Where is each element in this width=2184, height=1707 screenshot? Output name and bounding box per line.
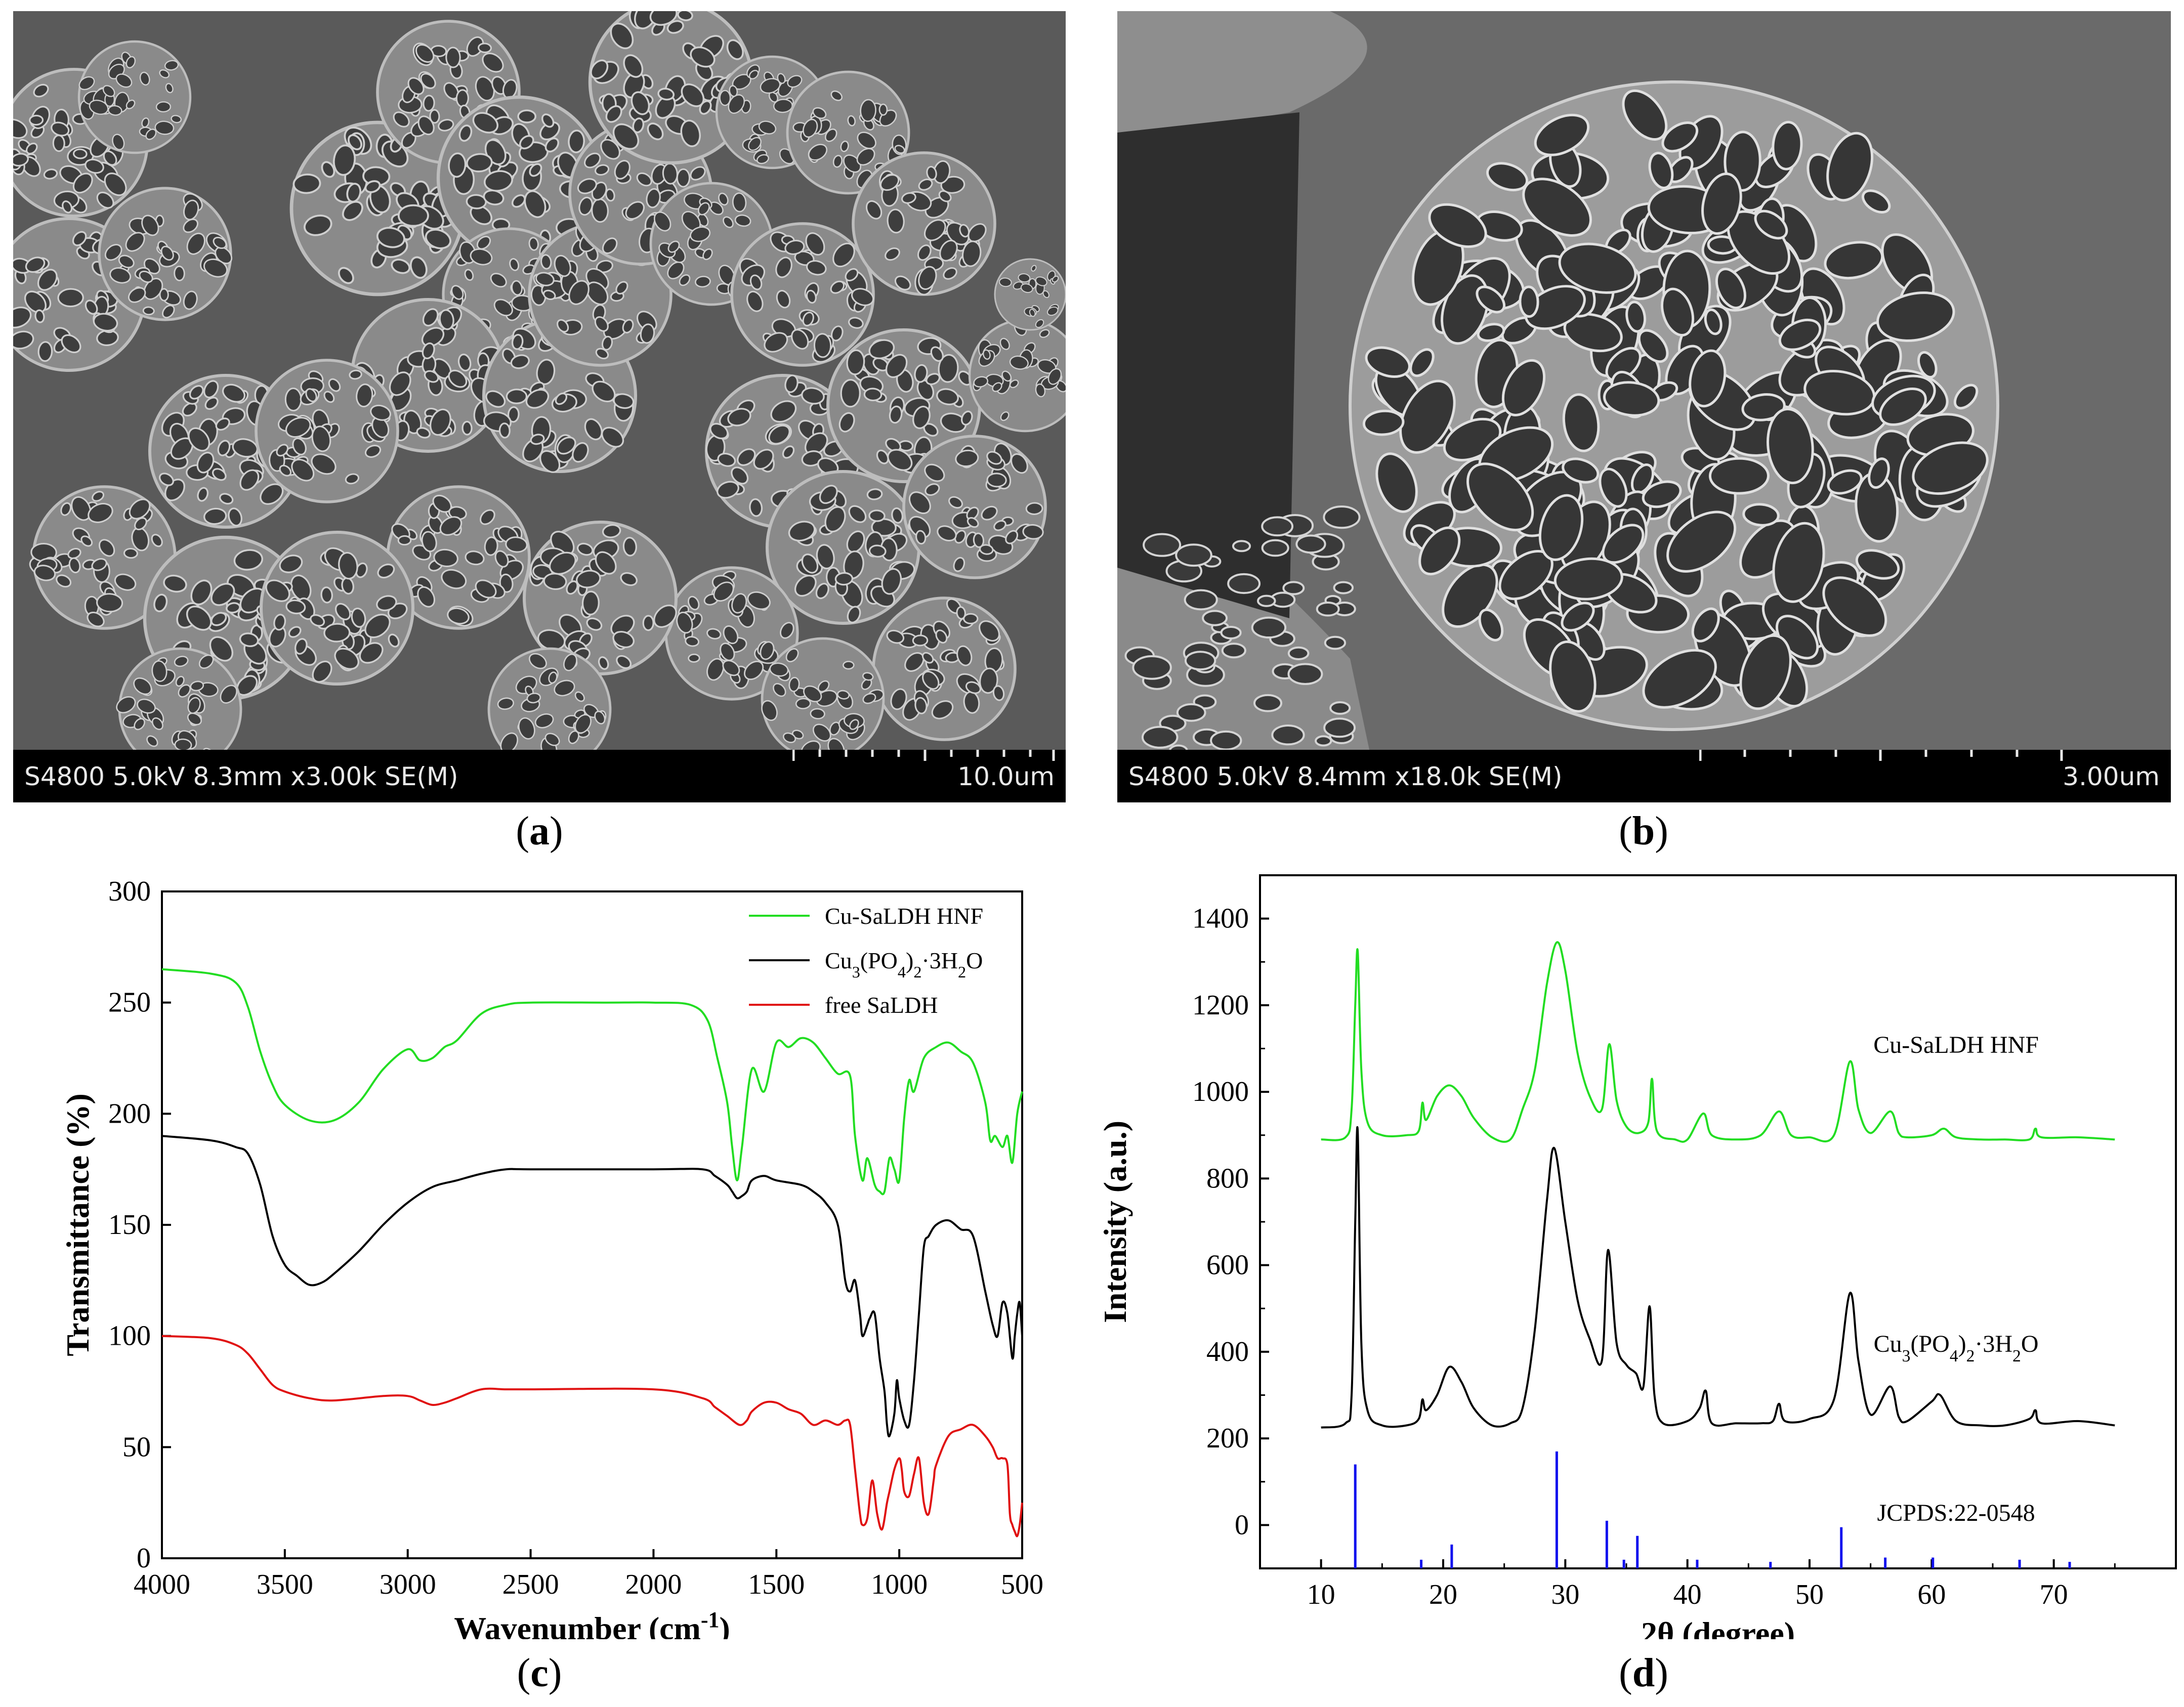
- x-tick-label: 1000: [871, 1569, 928, 1600]
- x-axis-label: Wavenumber (cm-1): [454, 1607, 730, 1640]
- caption-b: (b): [1619, 809, 1668, 854]
- x-tick-label: 50: [1795, 1579, 1824, 1610]
- y-tick-label: 1400: [1192, 903, 1249, 934]
- xrd-chart: 10 20 30 40 50 60 70 0 200 400 600 800 1000 1200 1400 2…: [1097, 874, 2177, 1639]
- x-tick-label: 30: [1551, 1579, 1579, 1610]
- y-axis-label: Transmittance (%): [60, 1093, 96, 1356]
- shadow: [1117, 112, 1299, 618]
- y-tick-label: 600: [1206, 1250, 1249, 1281]
- y-axis-label: Intensity (a.u.): [1097, 1121, 1133, 1323]
- x-tick-label: 60: [1917, 1579, 1946, 1610]
- series-line-1: [1321, 1126, 2115, 1429]
- top-left-fragment: [1117, 11, 1367, 143]
- y-tick-label: 0: [137, 1543, 151, 1574]
- caption-a: (a): [516, 809, 563, 854]
- sem-a-info: S4800 5.0kV 8.3mm x3.00k SE(M): [24, 762, 458, 791]
- annotation-label: JCPDS:22-0548: [1877, 1500, 2035, 1526]
- x-tick-label: 3500: [257, 1569, 313, 1600]
- sem-b-scale-ticks: [1699, 750, 2064, 761]
- caption-c: (c): [517, 1651, 562, 1695]
- y-tick-label: 0: [1235, 1509, 1249, 1541]
- legend-label-1: Cu3(PO4)2·3H2O: [825, 948, 983, 981]
- y-tick-label: 200: [1206, 1423, 1249, 1454]
- plot-frame: [161, 890, 1023, 1559]
- x-tick-label: 2000: [625, 1569, 682, 1600]
- ftir-chart: 4000 3500 3000 2500 2000 1500 1000 500 0 50 100 150…: [60, 876, 1043, 1640]
- series-line-2: [161, 1335, 1023, 1538]
- series-line-1: [161, 1135, 1023, 1438]
- y-tick-label: 800: [1206, 1163, 1249, 1194]
- series-line-0: [161, 968, 1023, 1196]
- y-tick-label: 150: [108, 1209, 151, 1241]
- sem-b-particle: [1117, 11, 2171, 802]
- x-tick-label: 40: [1673, 1579, 1702, 1610]
- y-tick-label: 250: [108, 987, 151, 1018]
- x-tick-label: 10: [1307, 1579, 1335, 1610]
- x-tick-label: 20: [1429, 1579, 1457, 1610]
- y-tick-label: 1200: [1192, 990, 1249, 1021]
- legend-label-2: free SaLDH: [825, 992, 938, 1018]
- x-tick-label: 500: [1001, 1569, 1043, 1600]
- sem-b-scale-label: 3.00um: [2063, 762, 2160, 791]
- y-tick-label: 50: [122, 1431, 151, 1463]
- sem-a-infobar: S4800 5.0kV 8.3mm x3.00k SE(M) 10.0um: [13, 750, 1066, 802]
- annotation-label: Cu3(PO4)2·3H2O: [1874, 1331, 2039, 1365]
- sem-b-info: S4800 5.0kV 8.4mm x18.0k SE(M): [1128, 762, 1563, 791]
- annotation-label: Cu-SaLDH HNF: [1873, 1032, 2039, 1058]
- y-tick-label: 100: [108, 1320, 151, 1352]
- plot-frame: [1259, 874, 2177, 1569]
- x-tick-label: 2500: [502, 1569, 559, 1600]
- y-tick-label: 400: [1206, 1336, 1249, 1368]
- sem-a-scale-ticks: [792, 750, 1056, 761]
- x-axis-label: 2θ (degree): [1641, 1615, 1795, 1639]
- sem-image-b: S4800 5.0kV 8.4mm x18.0k SE(M) 3.00um: [1117, 11, 2171, 802]
- sem-a-particles: [13, 11, 1066, 802]
- x-tick-label: 3000: [380, 1569, 436, 1600]
- particle: [994, 258, 1066, 331]
- series-line-0: [1321, 941, 2115, 1143]
- y-tick-label: 200: [108, 1098, 151, 1129]
- sem-a-scale-label: 10.0um: [957, 762, 1055, 791]
- x-tick-label: 70: [2040, 1579, 2068, 1610]
- x-tick-label: 4000: [134, 1569, 190, 1600]
- caption-d: (d): [1619, 1651, 1668, 1695]
- legend-label-0: Cu-SaLDH HNF: [825, 903, 983, 929]
- sem-b-infobar: S4800 5.0kV 8.4mm x18.0k SE(M) 3.00um: [1117, 750, 2171, 802]
- y-tick-label: 1000: [1192, 1076, 1249, 1107]
- y-tick-label: 300: [108, 876, 151, 907]
- x-tick-label: 1500: [748, 1569, 805, 1600]
- sem-image-a: S4800 5.0kV 8.3mm x3.00k SE(M) 10.0um: [13, 11, 1066, 802]
